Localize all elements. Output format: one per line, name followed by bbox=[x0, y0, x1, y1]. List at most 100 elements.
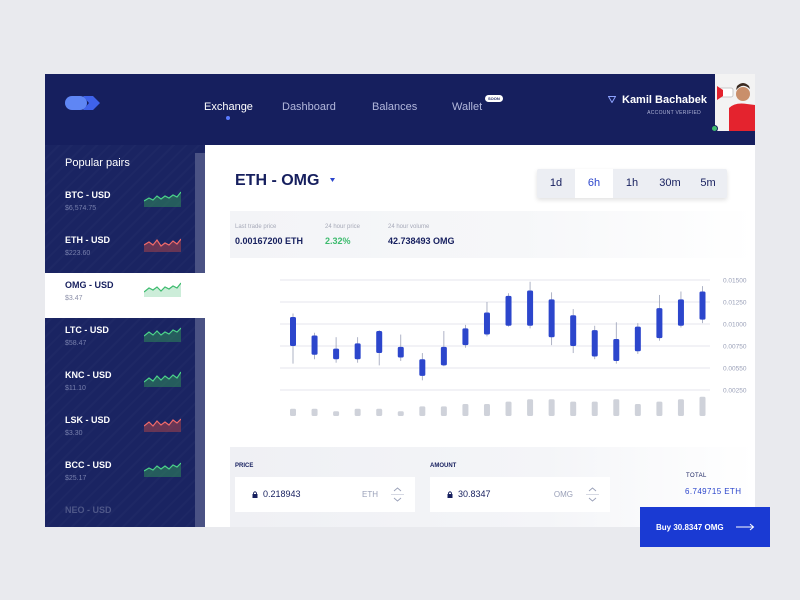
price-change-label: 24 hour price bbox=[325, 224, 361, 230]
candle-body bbox=[354, 343, 361, 360]
candle-body bbox=[548, 299, 555, 338]
arrow-right-icon bbox=[736, 523, 755, 531]
timeframe-1h[interactable]: 1h bbox=[625, 177, 639, 189]
volume-bar bbox=[570, 401, 577, 416]
sparkline-up-icon bbox=[144, 327, 181, 342]
amount-field[interactable]: 30.8347 OMG bbox=[430, 477, 610, 512]
volume-bar bbox=[656, 401, 663, 416]
price-value: 0.218943 bbox=[263, 489, 301, 499]
lock-icon bbox=[447, 491, 453, 498]
candle-body bbox=[699, 291, 706, 320]
pair-price: $25.17 bbox=[65, 475, 87, 482]
total-value: 6.749715 ETH bbox=[685, 487, 742, 496]
avatar[interactable] bbox=[715, 74, 755, 131]
volume-bar bbox=[613, 399, 620, 416]
y-tick-label: 0.01250 bbox=[723, 300, 747, 307]
volume-bar bbox=[527, 399, 534, 416]
volume-bar bbox=[376, 408, 383, 416]
pair-name: NEO - USD bbox=[65, 505, 112, 515]
pair-item-btc-usd[interactable]: BTC - USD $6,574.75 bbox=[45, 183, 195, 228]
candle-body bbox=[311, 335, 318, 355]
pair-name: KNC - USD bbox=[65, 370, 112, 380]
price-field[interactable]: 0.218943 ETH bbox=[235, 477, 415, 512]
volume-label: 24 hour volume bbox=[388, 224, 430, 230]
pair-name: LSK - USD bbox=[65, 415, 110, 425]
candle-body bbox=[656, 308, 663, 339]
buy-button-label: Buy 30.8347 OMG bbox=[656, 522, 724, 532]
candle-body bbox=[527, 290, 534, 326]
online-status-dot bbox=[711, 125, 718, 132]
candle-body bbox=[634, 326, 641, 352]
sidebar-scrollbar[interactable] bbox=[195, 153, 205, 527]
last-trade-label: Last trade price bbox=[235, 224, 277, 230]
nav-dashboard[interactable]: Dashboard bbox=[282, 101, 336, 113]
sidebar: Popular pairs BTC - USD $6,574.75 ETH - … bbox=[45, 145, 205, 527]
buy-button[interactable]: Buy 30.8347 OMG bbox=[640, 507, 770, 547]
lock-icon bbox=[252, 491, 258, 498]
volume-bar bbox=[548, 399, 555, 416]
timeframe-5m[interactable]: 5m bbox=[700, 177, 716, 189]
pair-item-lsk-usd[interactable]: LSK - USD $3.30 bbox=[45, 408, 195, 453]
candle-body bbox=[570, 315, 577, 346]
pair-name: LTC - USD bbox=[65, 325, 109, 335]
pair-item-knc-usd[interactable]: KNC - USD $11.10 bbox=[45, 363, 195, 408]
volume-bar bbox=[354, 408, 361, 416]
pair-item-ltc-usd[interactable]: LTC - USD $58.47 bbox=[45, 318, 195, 363]
candle-body bbox=[591, 330, 598, 357]
candle-body bbox=[397, 346, 404, 358]
amount-value: 30.8347 bbox=[458, 489, 491, 499]
pair-item-neo-usd[interactable]: NEO - USD bbox=[45, 498, 195, 527]
sparkline-up-icon bbox=[144, 371, 181, 387]
nav-balances[interactable]: Balances bbox=[372, 101, 418, 113]
volume-bar bbox=[290, 408, 296, 416]
y-tick-label: 0.00250 bbox=[723, 388, 747, 395]
candlestick-chart: 0.01500 0.01250 0.01000 0.00750 0.00550 0.002… bbox=[280, 278, 747, 416]
timeframe-6h[interactable]: 6h bbox=[575, 169, 613, 198]
volume-bar bbox=[634, 404, 641, 416]
logo-icon bbox=[65, 96, 100, 110]
wallet-soon-badge: SOON bbox=[485, 95, 503, 102]
candle-body bbox=[440, 346, 447, 366]
volume-bar bbox=[591, 401, 598, 416]
pair-item-bcc-usd[interactable]: BCC - USD $25.17 bbox=[45, 453, 195, 498]
candle-body bbox=[677, 299, 684, 326]
volume-bar bbox=[677, 399, 684, 416]
active-nav-indicator bbox=[226, 116, 230, 120]
pair-name: OMG - USD bbox=[65, 280, 114, 290]
account-status: ACCOUNT VERIFIED bbox=[647, 110, 701, 116]
trade-stats: Last trade price 0.00167200 ETH 24 hour … bbox=[230, 211, 755, 258]
candle-body bbox=[505, 295, 512, 326]
pair-title[interactable]: ETH - OMG bbox=[235, 172, 320, 189]
timeframe-30m[interactable]: 30m bbox=[659, 177, 681, 189]
caret-down-icon[interactable] bbox=[330, 178, 335, 182]
amount-stepper[interactable] bbox=[586, 485, 599, 504]
pair-price: $6,574.75 bbox=[65, 205, 97, 212]
pair-price: $58.47 bbox=[65, 340, 87, 347]
volume-bar bbox=[419, 406, 426, 416]
sparkline-down-icon bbox=[144, 238, 181, 252]
sidebar-title: Popular pairs bbox=[65, 157, 130, 169]
candle-body bbox=[613, 338, 620, 361]
amount-unit: OMG bbox=[553, 490, 573, 499]
y-tick-label: 0.00750 bbox=[723, 344, 747, 351]
nav-exchange[interactable]: Exchange bbox=[204, 101, 253, 113]
pair-item-omg-usd[interactable]: OMG - USD $3.47 bbox=[45, 273, 205, 318]
price-stepper[interactable] bbox=[391, 485, 404, 504]
pair-name: BTC - USD bbox=[65, 190, 111, 200]
candle-body bbox=[419, 359, 426, 376]
candle-body bbox=[483, 312, 490, 335]
user-name[interactable]: Kamil Bachabek bbox=[622, 94, 707, 106]
sparkline-up-icon bbox=[144, 282, 181, 297]
timeframe-1d[interactable]: 1d bbox=[549, 177, 563, 189]
volume-bar bbox=[311, 408, 318, 416]
pair-name: ETH - USD bbox=[65, 235, 110, 245]
price-change-value: 2.32% bbox=[325, 236, 351, 246]
user-menu-chevron-icon[interactable] bbox=[608, 96, 616, 103]
pair-item-eth-usd[interactable]: ETH - USD $223.60 bbox=[45, 228, 195, 273]
volume-bar bbox=[333, 411, 340, 416]
volume-value: 42.738493 OMG bbox=[388, 236, 455, 246]
price-label: PRICE bbox=[235, 463, 254, 469]
sparkline-up-icon bbox=[144, 462, 181, 477]
nav-wallet[interactable]: Wallet bbox=[452, 101, 483, 113]
amount-label: AMOUNT bbox=[430, 463, 457, 469]
